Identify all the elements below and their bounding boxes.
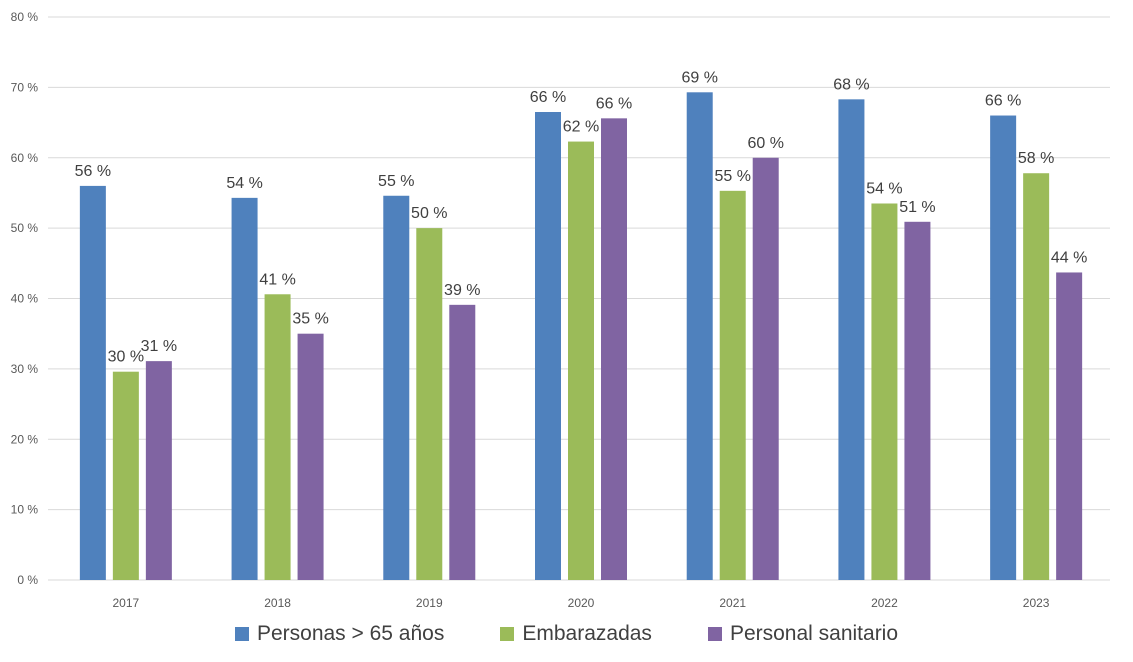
legend: Personas > 65 años Embarazadas Personal … — [0, 622, 1133, 646]
bar — [752, 157, 779, 580]
bar — [297, 333, 324, 580]
data-label: 39 % — [444, 282, 480, 299]
bar — [535, 112, 561, 580]
bar — [871, 203, 898, 580]
bar — [112, 371, 139, 580]
data-label: 55 % — [714, 168, 750, 185]
x-tick-label: 2019 — [416, 596, 443, 610]
y-tick-label: 80 % — [11, 10, 39, 24]
bar — [904, 221, 931, 580]
data-label: 50 % — [411, 205, 447, 222]
legend-item-sanitario: Personal sanitario — [707, 622, 899, 646]
bar — [79, 185, 106, 580]
data-label: 30 % — [108, 349, 144, 366]
bar — [601, 118, 627, 580]
bar — [719, 190, 746, 581]
bar — [838, 99, 865, 581]
data-label: 54 % — [866, 180, 902, 197]
legend-item-embarazadas: Embarazadas — [500, 622, 652, 646]
legend-item-personas: Personas > 65 años — [234, 622, 445, 646]
y-tick-label: 20 % — [11, 432, 39, 446]
legend-swatch — [234, 627, 249, 641]
data-label: 66 % — [596, 95, 632, 112]
data-label: 51 % — [899, 199, 935, 216]
bar — [416, 228, 443, 580]
y-tick-label: 60 % — [11, 151, 39, 165]
x-tick-label: 2017 — [113, 596, 140, 610]
bar — [449, 304, 476, 580]
x-tick-label: 2020 — [568, 596, 595, 610]
x-tick-label: 2018 — [264, 596, 291, 610]
x-tick-label: 2022 — [871, 596, 898, 610]
y-tick-label: 30 % — [11, 362, 39, 376]
bar-chart: 0 % 10 % 20 % 30 % 40 % 50 % 60 % 70 % 80 % 2017 5… — [11, 10, 1110, 610]
bar — [990, 115, 1017, 581]
legend-swatch — [707, 627, 722, 641]
y-tick-label: 70 % — [11, 80, 39, 94]
bar — [231, 197, 258, 580]
data-label: 35 % — [292, 311, 328, 328]
legend-label: Personal sanitario — [729, 622, 899, 645]
data-label: 66 % — [530, 89, 566, 106]
legend-label: Personas > 65 años — [256, 622, 445, 645]
bar — [1023, 173, 1050, 581]
y-tick-label: 50 % — [11, 221, 39, 235]
y-tick-label: 0 % — [17, 573, 38, 587]
data-label: 54 % — [226, 175, 262, 192]
bar — [1056, 272, 1083, 580]
bar — [264, 294, 291, 580]
legend-swatch — [500, 627, 515, 641]
data-label: 69 % — [681, 69, 717, 86]
y-tick-label: 40 % — [11, 292, 39, 306]
bar — [383, 195, 410, 580]
data-label: 68 % — [833, 76, 869, 93]
data-label: 31 % — [141, 338, 177, 355]
x-tick-label: 2021 — [719, 596, 746, 610]
data-label: 55 % — [378, 173, 414, 190]
data-label: 60 % — [747, 135, 783, 152]
data-label: 41 % — [259, 271, 295, 288]
x-tick-label: 2023 — [1023, 596, 1050, 610]
bar — [568, 141, 594, 580]
data-label: 62 % — [563, 119, 599, 136]
bar — [686, 92, 713, 581]
data-label: 66 % — [985, 93, 1021, 110]
data-label: 58 % — [1018, 150, 1054, 167]
data-label: 44 % — [1051, 249, 1087, 266]
bar — [145, 361, 172, 580]
legend-label: Embarazadas — [522, 622, 652, 645]
y-tick-label: 10 % — [11, 503, 39, 517]
data-label: 56 % — [75, 163, 111, 180]
